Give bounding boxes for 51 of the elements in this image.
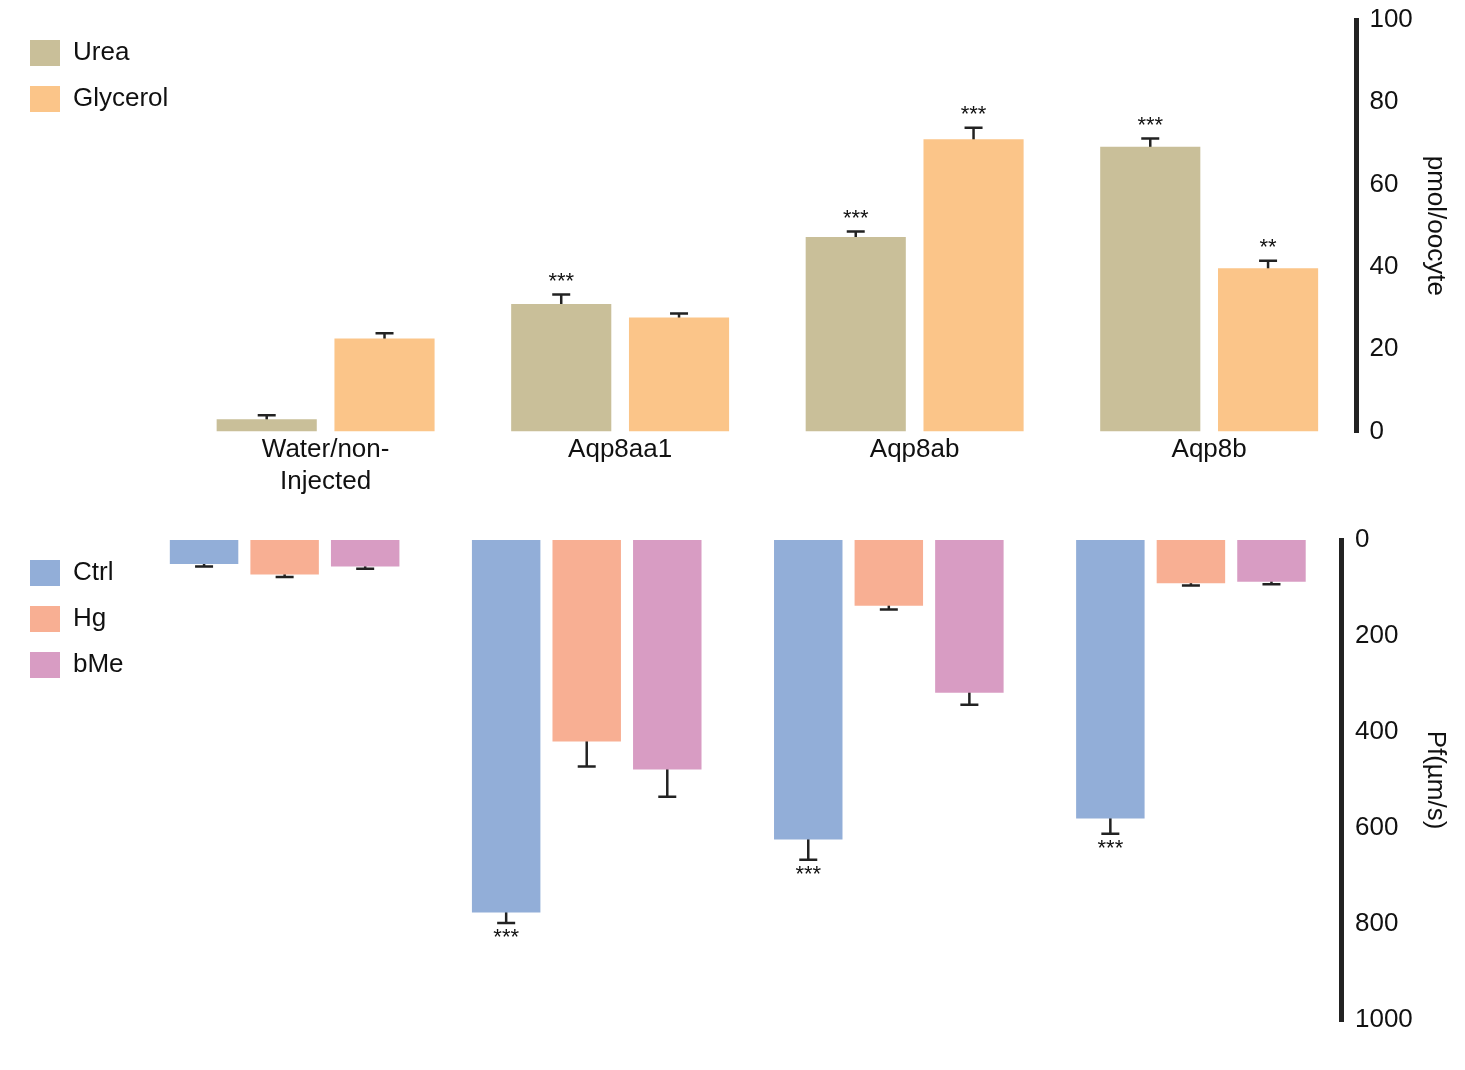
data-label: ***: [1097, 834, 1124, 860]
data-label: ***: [1137, 111, 1164, 137]
y-tick-label: 0: [1354, 523, 1370, 554]
bar: [633, 540, 702, 770]
bar: [854, 540, 924, 606]
legend-label: Glycerol: [73, 82, 169, 113]
y-tick-label: 200: [1354, 619, 1399, 650]
bar: [511, 304, 612, 432]
x-tick-label: Aqp8aa1: [568, 433, 673, 464]
legend-label: bMe: [73, 648, 124, 679]
bar: [1218, 268, 1319, 432]
y-axis-title: pmol/oocyte: [1422, 155, 1453, 296]
legend-label: Hg: [73, 602, 107, 633]
data-label: ***: [960, 100, 987, 126]
x-tick-label: Water/non-Injected: [261, 433, 390, 495]
y-axis-title: Pf(µm/s): [1422, 730, 1453, 830]
data-label: ***: [842, 204, 870, 230]
y-tick-label: 80: [1369, 85, 1399, 116]
bar: [1100, 146, 1201, 432]
bar: [330, 540, 400, 567]
y-tick-label: 800: [1354, 907, 1399, 938]
y-tick-label: 400: [1354, 715, 1399, 746]
bar: [628, 317, 730, 432]
bar: [334, 338, 435, 432]
bar: [1076, 540, 1145, 819]
bar: [552, 540, 621, 742]
bar: [1237, 540, 1306, 582]
legend-label: Ctrl: [73, 556, 114, 587]
legend-label: Urea: [73, 36, 130, 67]
bar: [1156, 540, 1226, 584]
data-label: **: [1259, 233, 1278, 259]
bar: [774, 540, 843, 840]
y-tick-label: 20: [1369, 332, 1399, 363]
bar: [471, 540, 541, 913]
data-label: ***: [548, 267, 575, 293]
y-tick-label: 1000: [1354, 1003, 1413, 1034]
y-tick-label: 40: [1369, 250, 1399, 281]
x-tick-label: Aqp8ab: [869, 433, 960, 464]
y-tick-label: 100: [1369, 3, 1413, 34]
bar: [216, 419, 317, 432]
data-label: ***: [795, 860, 822, 886]
x-tick-label: Aqp8b: [1171, 433, 1247, 464]
y-tick-label: 600: [1354, 811, 1399, 842]
bar: [250, 540, 319, 575]
bar: [805, 236, 906, 432]
data-label: ***: [493, 924, 520, 950]
bar: [935, 540, 1004, 693]
y-tick-label: 60: [1369, 167, 1399, 198]
y-tick-label: 0: [1369, 414, 1384, 445]
bar: [169, 540, 239, 564]
bar: [923, 139, 1024, 432]
